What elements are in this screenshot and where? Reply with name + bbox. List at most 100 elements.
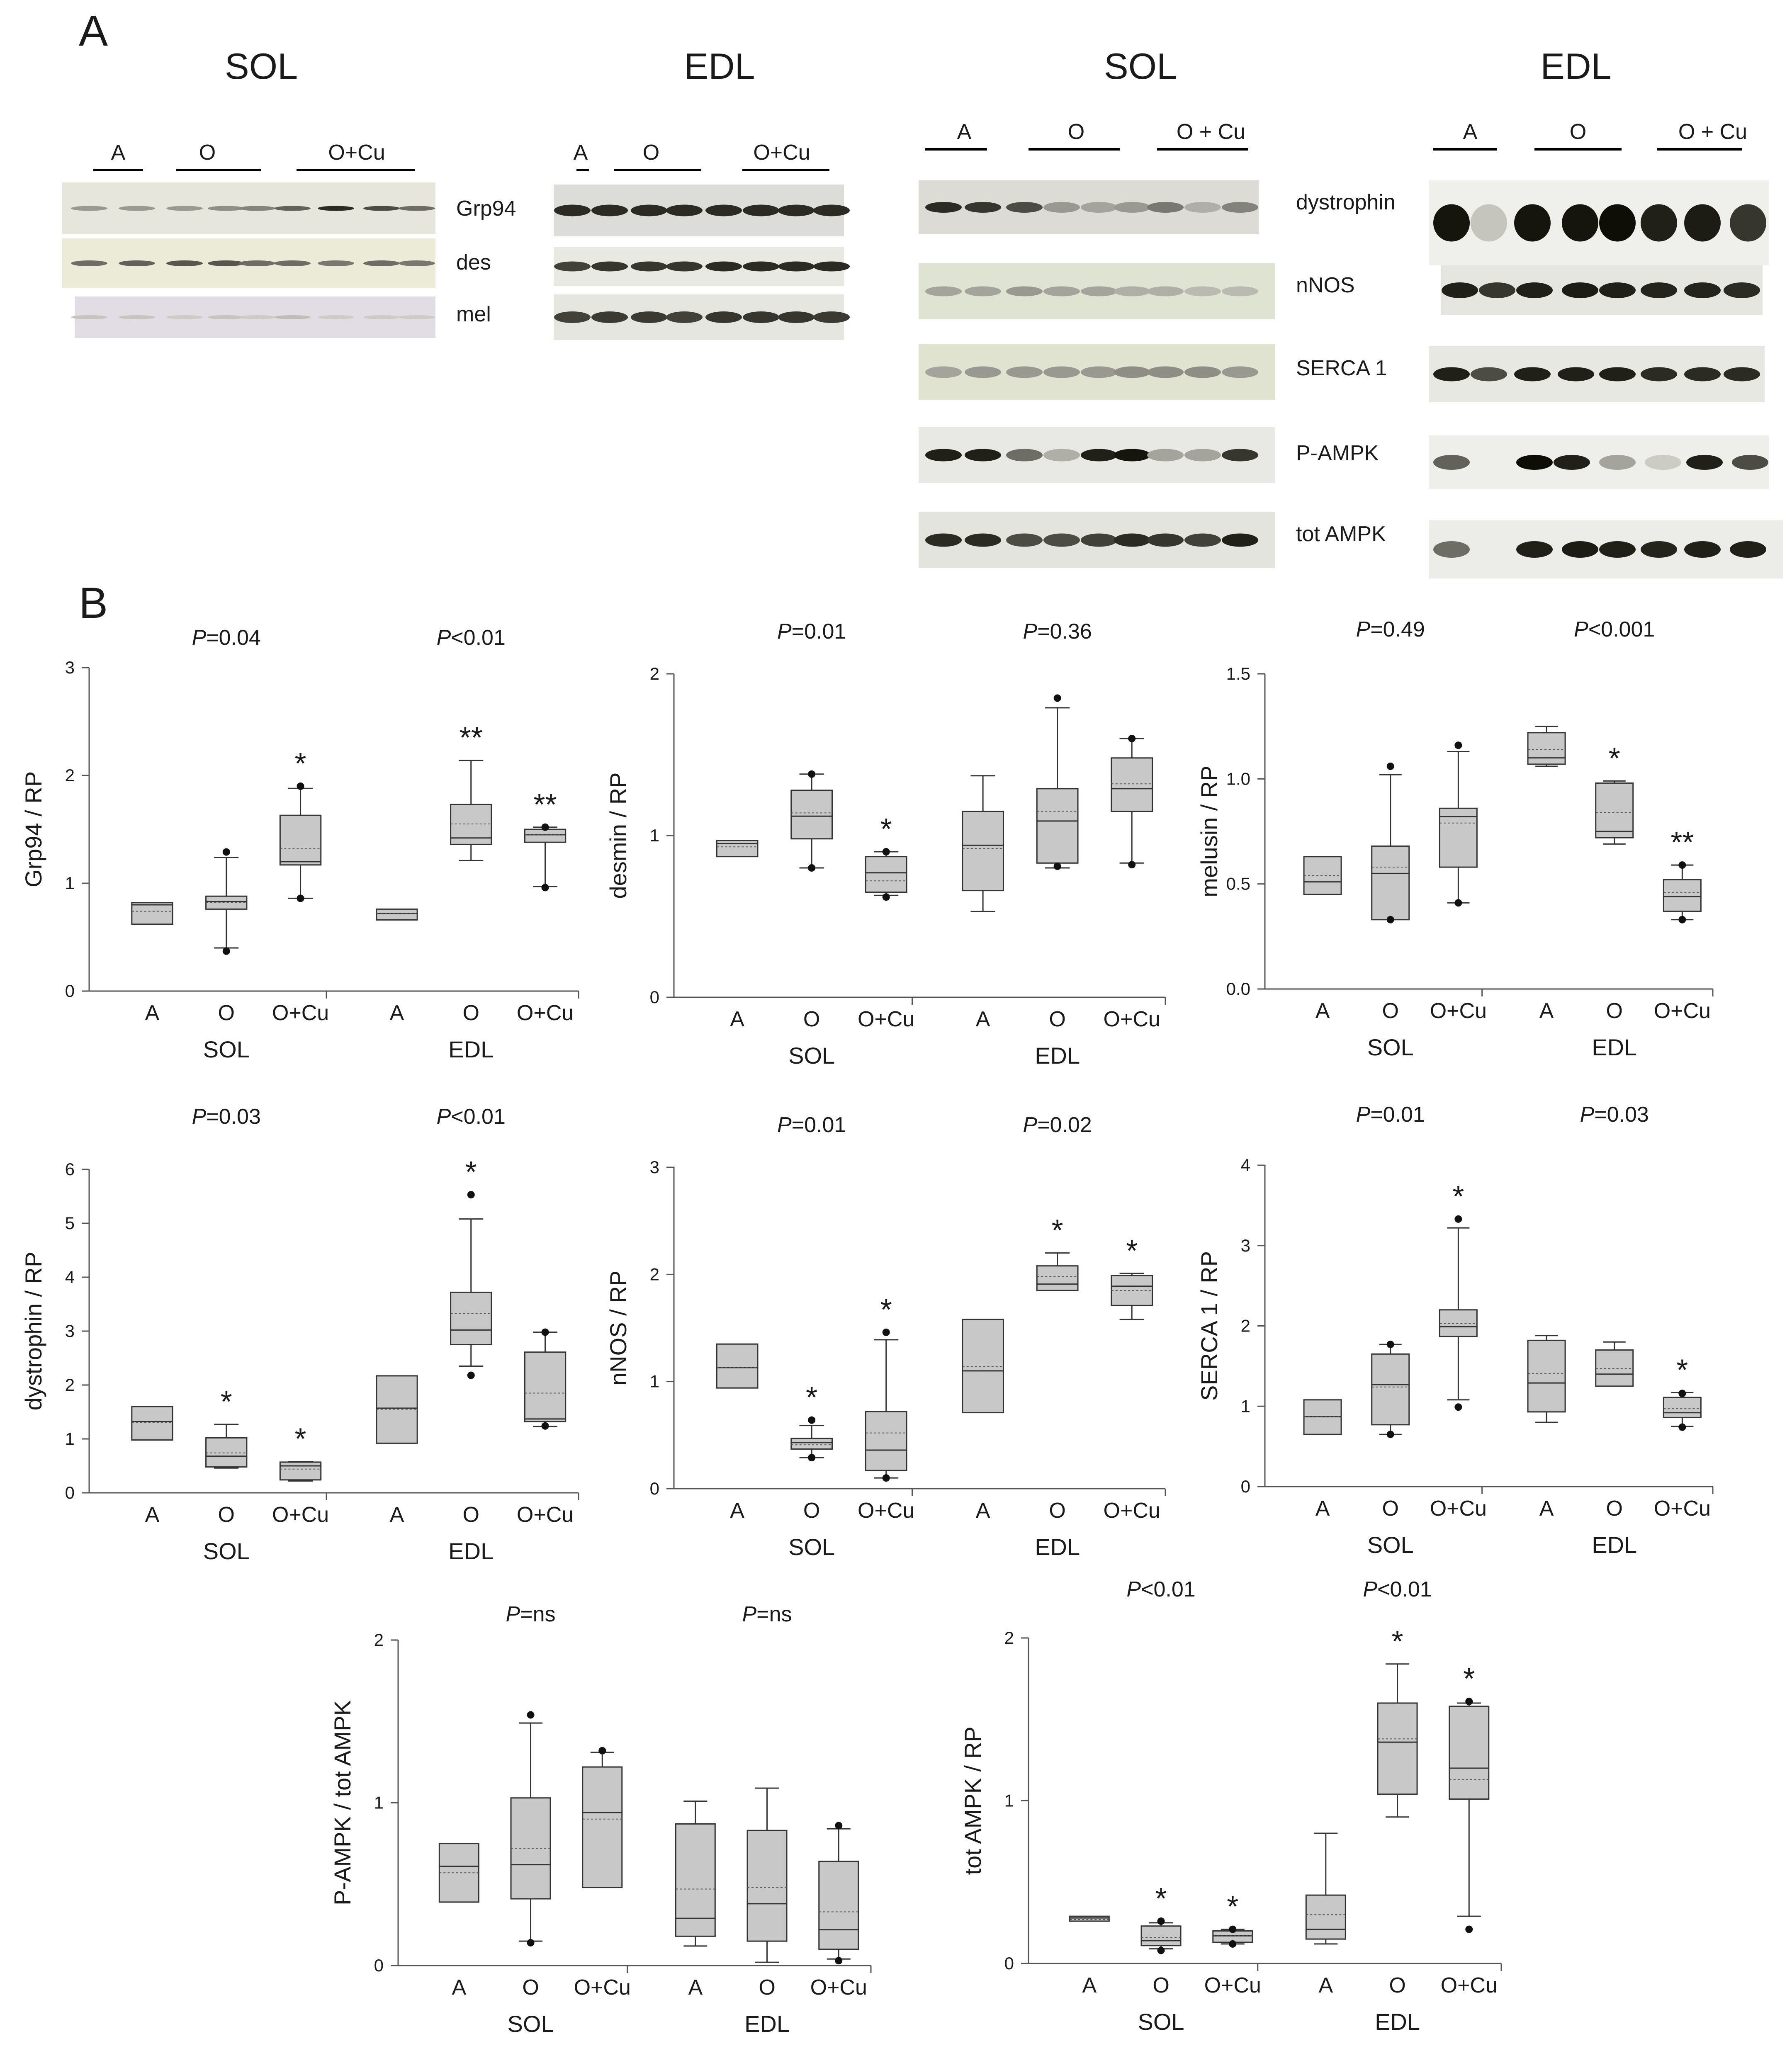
x-category-label: O+Cu xyxy=(1204,1973,1261,1997)
x-category-label: A xyxy=(1082,1973,1097,1997)
blot-strip xyxy=(919,427,1275,483)
blot-band xyxy=(1114,366,1150,378)
box xyxy=(1595,1341,1634,1387)
y-tick-label: 4 xyxy=(1241,1155,1250,1175)
box-plot-3: 0.0 0.5 1.0 1.5 melusin / RP P=0.49 SOL A O O+Cu P… xyxy=(1196,617,1714,1060)
blot-title: EDL xyxy=(1540,46,1611,87)
panel-a-western-blots: A SOL A O O+Cu Grp94 des mel EDL A O O+Cu SOL A O O + C… xyxy=(62,7,1783,578)
blot-band xyxy=(965,449,1001,462)
blot-protein-label: dystrophin xyxy=(1296,190,1396,214)
blot-band xyxy=(239,260,275,266)
outlier-point xyxy=(1678,1423,1686,1431)
outlier-point xyxy=(541,1422,549,1430)
x-category-label: A xyxy=(452,1976,466,2000)
blot-band xyxy=(1222,202,1258,213)
y-tick-label: 2 xyxy=(65,1375,75,1395)
box xyxy=(376,908,418,921)
x-category-label: A xyxy=(390,1503,404,1527)
x-group-label: SOL xyxy=(203,1036,250,1062)
blot-strip xyxy=(919,180,1259,234)
x-category-label: A xyxy=(730,1007,744,1031)
blot-band xyxy=(705,261,742,272)
y-tick-label: 0.5 xyxy=(1226,874,1250,894)
box-body xyxy=(205,895,248,910)
blot-band xyxy=(1558,367,1594,381)
x-group-label: SOL xyxy=(1138,2009,1184,2035)
blot-band xyxy=(208,260,244,266)
blot-band xyxy=(208,206,244,211)
box: * xyxy=(790,1381,833,1462)
blot-band xyxy=(778,204,815,216)
x-category-label: A xyxy=(1315,1497,1330,1521)
blot-band xyxy=(965,286,1001,296)
p-value-label: P<0.01 xyxy=(437,1105,506,1129)
blot-band xyxy=(363,206,400,211)
outlier-point xyxy=(1678,1390,1686,1397)
blot-strip xyxy=(554,294,850,340)
blot-band xyxy=(119,315,155,319)
y-tick-label: 3 xyxy=(65,1321,75,1341)
blot-protein-label: Grp94 xyxy=(456,197,516,221)
x-group-label: SOL xyxy=(788,1042,835,1069)
box-plot-7: 0 1 2 P-AMPK / tot AMPK P=ns SOL A O O+Cu P=ns EDL… xyxy=(329,1602,872,2037)
box: ** xyxy=(524,788,567,892)
box-body xyxy=(1377,1702,1418,1795)
box-body xyxy=(1140,1925,1182,1946)
blot-strip xyxy=(62,182,435,234)
blot-band xyxy=(1006,202,1043,213)
box xyxy=(1371,1341,1410,1439)
y-tick-label: 1 xyxy=(65,1429,75,1448)
x-group-label: EDL xyxy=(1035,1042,1080,1069)
blot-protein-label: mel xyxy=(456,302,491,326)
outlier-point xyxy=(1465,1925,1473,1933)
blot-band xyxy=(208,315,244,319)
blot-strip xyxy=(919,344,1275,400)
blot-band xyxy=(318,315,354,319)
blot-band xyxy=(318,206,354,211)
x-category-label: A xyxy=(730,1499,744,1523)
blot-band xyxy=(631,204,667,216)
blot-sol-0: SOL A O O+Cu Grp94 des mel xyxy=(62,46,516,338)
box xyxy=(1371,762,1410,923)
x-category-label: O+Cu xyxy=(1441,1973,1498,1997)
blot-band xyxy=(1516,282,1553,298)
outlier-point xyxy=(835,1957,843,1965)
y-axis-label: Grp94 / RP xyxy=(20,771,46,887)
x-category-label: O xyxy=(1382,1497,1399,1521)
box xyxy=(1036,694,1079,870)
blot-group-label: O + Cu xyxy=(1177,120,1245,144)
blot-band xyxy=(631,311,667,323)
blot-band xyxy=(1442,282,1478,298)
p-value-label: P=0.36 xyxy=(1023,620,1092,644)
blot-band xyxy=(166,315,203,319)
significance-marker: * xyxy=(1126,1234,1138,1268)
blot-band xyxy=(1147,533,1184,547)
blot-band xyxy=(239,206,275,211)
outlier-point xyxy=(1386,916,1394,923)
x-category-label: O+Cu xyxy=(272,1503,329,1527)
y-tick-label: 1 xyxy=(650,826,659,845)
blot-strip xyxy=(554,185,850,236)
p-value-label: P=0.01 xyxy=(1356,1103,1425,1127)
blot-band xyxy=(1081,449,1117,462)
outlier-point xyxy=(1465,1698,1473,1706)
box-plot-4: 0 1 2 3 4 5 6 dystrophin / RP P=0.03 SOL A * O * O+Cu P… xyxy=(20,1105,579,1564)
blot-band xyxy=(1514,367,1551,381)
blot-edl-3: EDL A O O + Cu xyxy=(1429,46,1783,578)
outlier-point xyxy=(808,864,816,872)
blot-band xyxy=(1684,541,1721,558)
box-body xyxy=(818,1861,859,1950)
outlier-point xyxy=(598,1747,606,1754)
blot-band xyxy=(666,311,703,323)
blot-band xyxy=(1724,367,1760,381)
y-axis-label: SERCA 1 / RP xyxy=(1196,1251,1222,1401)
box xyxy=(790,770,833,872)
box xyxy=(1069,1915,1110,1922)
blot-band xyxy=(591,204,628,216)
outlier-point xyxy=(222,848,230,856)
box: * xyxy=(1595,742,1634,845)
blot-strip xyxy=(1429,520,1783,578)
y-tick-label: 3 xyxy=(1241,1236,1250,1255)
outlier-point xyxy=(467,1371,475,1379)
blot-band xyxy=(1081,202,1117,213)
